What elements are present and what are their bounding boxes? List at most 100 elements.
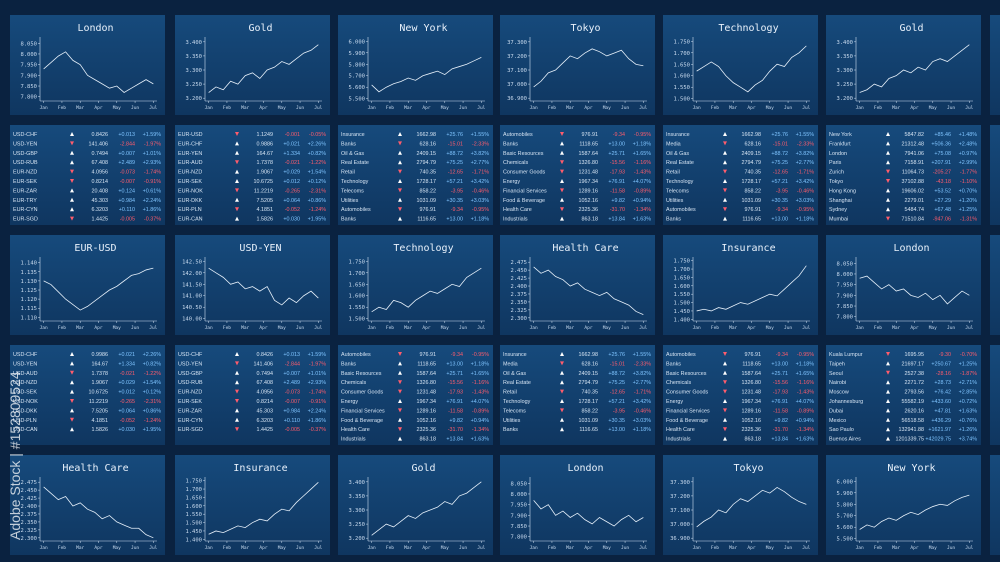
row-change: +30.35 xyxy=(446,198,463,204)
row-value: 1662.98 xyxy=(417,132,437,138)
row-percent: +0.82% xyxy=(308,151,327,157)
y-tick-label: 37.000 xyxy=(507,82,527,88)
x-tick-label: Mar xyxy=(76,545,84,551)
x-tick-label: Mar xyxy=(404,105,412,111)
table-panel xyxy=(826,125,981,225)
arrow-down xyxy=(70,179,74,183)
row-value: 5847.82 xyxy=(905,132,925,138)
row-change: -205.27 xyxy=(933,170,951,176)
row-change: +250.67 xyxy=(931,361,951,367)
x-tick-label: Jul xyxy=(314,325,322,331)
row-change: +0.064 xyxy=(118,408,135,414)
row-value: 1231.48 xyxy=(417,390,437,396)
row-name: Food & Beverage xyxy=(666,418,708,424)
x-tick-label: Apr xyxy=(94,545,102,551)
row-value: 132941.88 xyxy=(899,427,924,433)
arrow-up xyxy=(70,408,74,413)
row-percent: +1.95% xyxy=(143,427,162,433)
arrow-up xyxy=(886,150,890,155)
row-name: Consumer Goods xyxy=(666,390,709,396)
x-tick-label: Mar xyxy=(76,325,84,331)
y-tick-label: 3.200 xyxy=(836,96,853,102)
row-value: 11.2219 xyxy=(89,399,108,405)
row-name: Telecoms xyxy=(503,408,526,414)
row-change: +88.72 xyxy=(771,151,788,157)
x-tick-label: Feb xyxy=(386,545,394,551)
row-percent: +1.18% xyxy=(471,217,490,223)
row-percent: +3.42% xyxy=(633,399,652,405)
row-value: 20.408 xyxy=(92,188,109,194)
x-tick-label: Jul xyxy=(149,325,157,331)
chart-title: Insurance xyxy=(721,243,775,254)
price-line xyxy=(859,494,970,530)
row-name: EUR-TRY xyxy=(13,198,37,204)
y-tick-label: 1.550 xyxy=(673,85,690,91)
row-change: -11.58 xyxy=(448,408,463,414)
y-tick-label: 2.350 xyxy=(510,300,527,306)
y-tick-label: 3.300 xyxy=(185,68,202,74)
y-tick-label: 2.450 xyxy=(510,268,527,274)
table-panel xyxy=(10,125,165,225)
x-tick-label: Jun xyxy=(621,105,629,111)
x-tick-label: Jul xyxy=(639,325,647,331)
y-tick-label: 5.900 xyxy=(348,51,365,57)
row-value: 1118.65 xyxy=(579,141,598,147)
arrow-down xyxy=(235,160,239,165)
row-value: 7.5205 xyxy=(92,408,109,414)
x-tick-label: Jun xyxy=(131,545,139,551)
table-panel xyxy=(338,345,493,445)
chart-panel xyxy=(175,235,330,335)
row-change: +0.021 xyxy=(283,141,300,147)
row-name: Nairobi xyxy=(829,380,846,386)
arrow-up xyxy=(398,132,402,136)
row-value: 2279.01 xyxy=(905,198,925,204)
arrow-up xyxy=(70,207,74,212)
row-name: EUR-SEK xyxy=(178,399,202,405)
y-tick-label: 1.650 xyxy=(673,275,690,281)
row-name: USD-CHF xyxy=(13,352,38,358)
row-name: Industrials xyxy=(341,437,366,443)
arrow-up xyxy=(398,417,402,422)
arrow-down xyxy=(723,207,727,212)
price-line xyxy=(43,486,154,539)
row-value: 67.408 xyxy=(257,380,274,386)
y-tick-label: 8.000 xyxy=(20,52,37,58)
row-percent: -1.97% xyxy=(309,361,326,367)
row-name: Banks xyxy=(666,361,681,367)
row-name: Automobiles xyxy=(341,352,371,358)
arrow-up xyxy=(235,216,239,221)
arrow-up xyxy=(723,150,727,155)
row-value: 628.16 xyxy=(582,361,599,367)
row-change: +0.013 xyxy=(118,132,135,138)
arrow-down xyxy=(398,427,402,432)
chart-title: Gold xyxy=(248,23,272,34)
chart-panel xyxy=(338,15,493,115)
row-change: +13.00 xyxy=(608,141,625,147)
row-value: 141.406 xyxy=(254,361,274,367)
row-percent: +3.82% xyxy=(633,371,652,377)
row-name: USD-PLN xyxy=(13,418,37,424)
row-percent: +1.25% xyxy=(959,361,978,367)
y-tick-label: 3.400 xyxy=(836,40,853,46)
x-tick-label: May xyxy=(929,105,937,111)
row-change: +0.029 xyxy=(283,170,300,176)
arrow-up xyxy=(398,160,402,165)
y-tick-label: 142.50 xyxy=(182,259,202,265)
x-tick-label: Jun xyxy=(621,545,629,551)
row-change: +57.21 xyxy=(608,399,625,405)
row-name: EUR-CAN xyxy=(178,217,203,223)
y-tick-label: 1.400 xyxy=(673,317,690,323)
row-value: 141.406 xyxy=(89,141,109,147)
chart-panel xyxy=(663,235,818,335)
arrow-down xyxy=(886,370,890,375)
row-change: +25.71 xyxy=(608,151,625,157)
row-value: 1031.09 xyxy=(579,418,599,424)
row-value: 7158.91 xyxy=(905,160,925,166)
row-name: Health Care xyxy=(503,207,532,213)
y-tick-label: 2.475 xyxy=(510,260,527,266)
row-name: EUR-SEK xyxy=(13,179,37,185)
row-percent: -1.71% xyxy=(634,390,651,396)
price-line xyxy=(208,482,319,535)
arrow-down xyxy=(560,169,564,174)
x-tick-label: Jun xyxy=(784,325,792,331)
